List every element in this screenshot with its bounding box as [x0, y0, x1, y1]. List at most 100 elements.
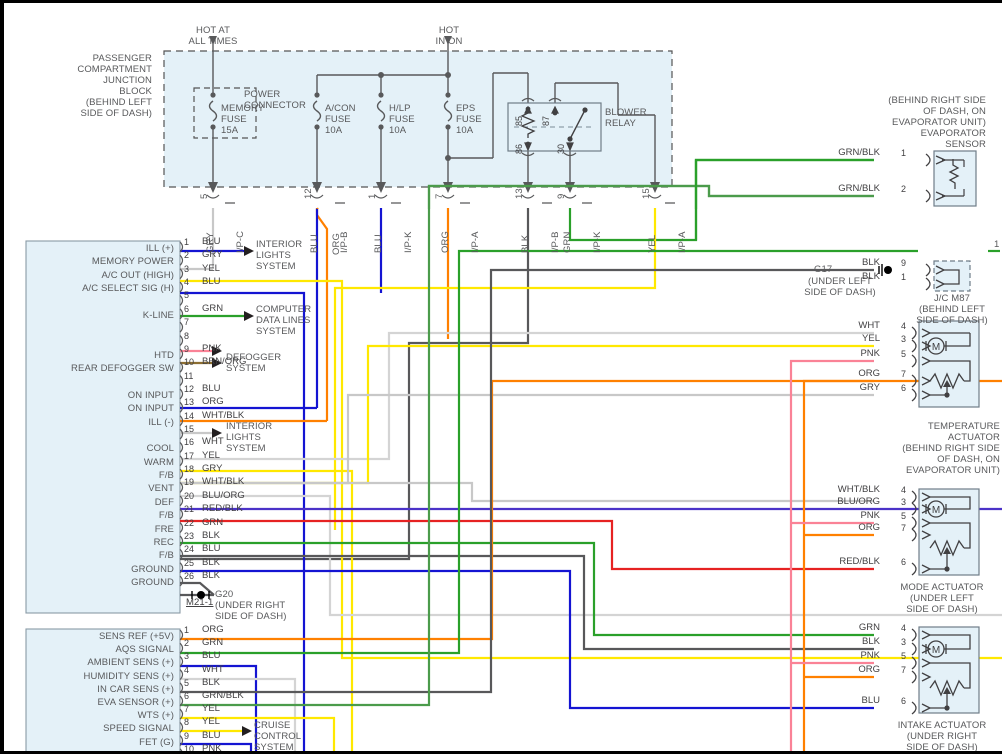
m21-pin-function: A/C SELECT SIG (H): [82, 283, 174, 295]
component-wire-color: YEL: [862, 333, 880, 344]
output-connector-name: I/P-B: [550, 231, 561, 253]
intake-actuator-symbol: M: [918, 626, 980, 714]
output-pin-number: 15: [641, 188, 652, 199]
m21-wire-color: YEL: [202, 449, 220, 461]
component-pin-number: 4: [900, 485, 906, 495]
intake-pin-arrows: [911, 628, 932, 715]
m21-pin-number: 12: [184, 383, 195, 394]
output-wire-color: BLK: [520, 234, 531, 253]
m21-pin-hook: [179, 295, 184, 306]
m21-pin-number: 23: [184, 530, 195, 541]
temperature-actuator-symbol: M: [918, 320, 980, 408]
supply-arrows: [209, 36, 452, 45]
lower-wire-color: YEL: [202, 716, 220, 728]
component-wire-color: GRN: [858, 622, 880, 633]
m21-pin-number: 5: [184, 290, 190, 301]
component-wire-color: GRN/BLK: [838, 183, 880, 194]
m21-pin-function: F/B: [158, 550, 174, 562]
m21-pin-hook: [179, 415, 184, 427]
m21-pin-number: 25: [184, 557, 195, 568]
lower-pin-function: HUMIDITY SENS (+): [83, 670, 174, 682]
lower-pin-hook: [179, 695, 184, 707]
lower-pin-function: SENS REF (+5V): [98, 631, 174, 642]
m21-wire-color: YEL: [202, 262, 220, 274]
m21-pin-function: GROUND: [131, 563, 174, 575]
m21-wire-color: BLU: [202, 543, 221, 555]
fuse-eps: EPS FUSE 10A: [456, 103, 482, 136]
m21-pin-function: REC: [153, 536, 174, 548]
fuse-memory: MEMORY FUSE 15A: [221, 103, 265, 136]
m21-pin-number: 16: [184, 437, 195, 448]
output-wire-color: YEL: [647, 234, 658, 253]
lower-wire-color: BLU: [202, 650, 221, 662]
relay-terminal-30: 30: [556, 144, 566, 154]
junction-block-outputs: [206, 182, 675, 204]
m21-pin-hook: [179, 335, 184, 346]
component-pin-number: 9: [900, 258, 906, 268]
component-wire-color: BLK: [862, 257, 880, 268]
blower-relay-label: BLOWER RELAY: [605, 107, 647, 129]
component-pin-number: 7: [900, 665, 906, 675]
m21-pin-hook: [179, 482, 184, 493]
wires-final: [180, 158, 1002, 751]
output-connector-name: I/P-A: [677, 231, 688, 253]
fuse-circuitry: [208, 41, 656, 183]
lower-pin-number: 9: [184, 730, 190, 741]
output-connector-name: I/P-B: [339, 231, 350, 253]
lower-pin-hook: [179, 642, 184, 654]
component-pin-number: 7: [900, 369, 906, 379]
m21-pin-function: HTD: [154, 349, 174, 361]
m21-pin-hook: [179, 254, 184, 266]
component-pin-number: 1: [900, 148, 906, 158]
component-wire-color: WHT: [858, 320, 880, 331]
m21-pin-number: 14: [184, 410, 195, 421]
m21-pin-hook: [179, 495, 184, 507]
m21-wire-color: WHT: [202, 436, 224, 448]
component-pin-number: 5: [900, 349, 906, 359]
junction-block-name: PASSENGER COMPARTMENT JUNCTION BLOCK (BEHIND…: [77, 53, 152, 119]
m21-pin-function: F/B: [158, 510, 174, 522]
power-connector-box: [193, 87, 257, 139]
component-pin-number: 5: [900, 511, 906, 521]
output-wire-color: BLU: [373, 234, 384, 253]
component-pin-number: 6: [900, 383, 906, 393]
ground-g17-id: G17: [814, 264, 833, 275]
m21-pin-number: 21: [184, 504, 195, 515]
m21-pin-number: 26: [184, 571, 195, 581]
m21-pin-function: F/B: [158, 470, 174, 482]
jc-m87-caption: J/C M87 (BEHIND LEFT SIDE OF DASH): [916, 293, 988, 326]
lower-wire-color: GRN: [202, 637, 224, 649]
m21-wire-color: PNK: [202, 342, 222, 354]
lower-pin-function: EVA SENSOR (+): [97, 697, 174, 708]
lower-pin-hook: [179, 682, 184, 694]
component-pin-number: 3: [900, 637, 906, 647]
m21-wire-color: BLU: [202, 382, 221, 394]
m21-pin-hook: [179, 535, 184, 547]
m21-pin-hook: [179, 548, 184, 560]
output-wire-color: ORG: [440, 231, 451, 253]
m21-wire-color: BLU: [202, 276, 221, 288]
lower-pin-function: AQS SIGNAL: [115, 644, 174, 656]
output-pin-number: 13: [514, 188, 525, 199]
m21-pin-hook: [179, 268, 184, 280]
m21-pin-number: 10: [184, 357, 195, 368]
component-wire-color: ORG: [858, 368, 880, 379]
lower-wire-color: WHT: [202, 663, 224, 675]
g20-ground-node: [191, 591, 210, 599]
component-pin-number: 3: [900, 334, 906, 344]
diagram-canvas: 85 87 86 30: [4, 36, 1002, 751]
component-wire-color: BLK: [862, 271, 880, 282]
m21-wire-color: GRN: [202, 302, 224, 314]
relay-terminal-85: 85: [514, 116, 524, 126]
m21-pin-function: COOL: [146, 443, 174, 455]
lower-pin-hook: [179, 735, 184, 747]
lower-wire-color: ORG: [202, 624, 224, 635]
dest-defogger-system: DEFOGGER SYSTEM: [226, 352, 282, 374]
lower-pin-function: WTS (+): [137, 710, 174, 722]
m21-pin-hook: [179, 562, 184, 574]
m21-pin-hook: [179, 441, 184, 453]
output-wire-color: BLU: [309, 234, 320, 253]
component-pin-number: 6: [900, 557, 906, 567]
component-wire-color: ORG: [858, 664, 880, 675]
